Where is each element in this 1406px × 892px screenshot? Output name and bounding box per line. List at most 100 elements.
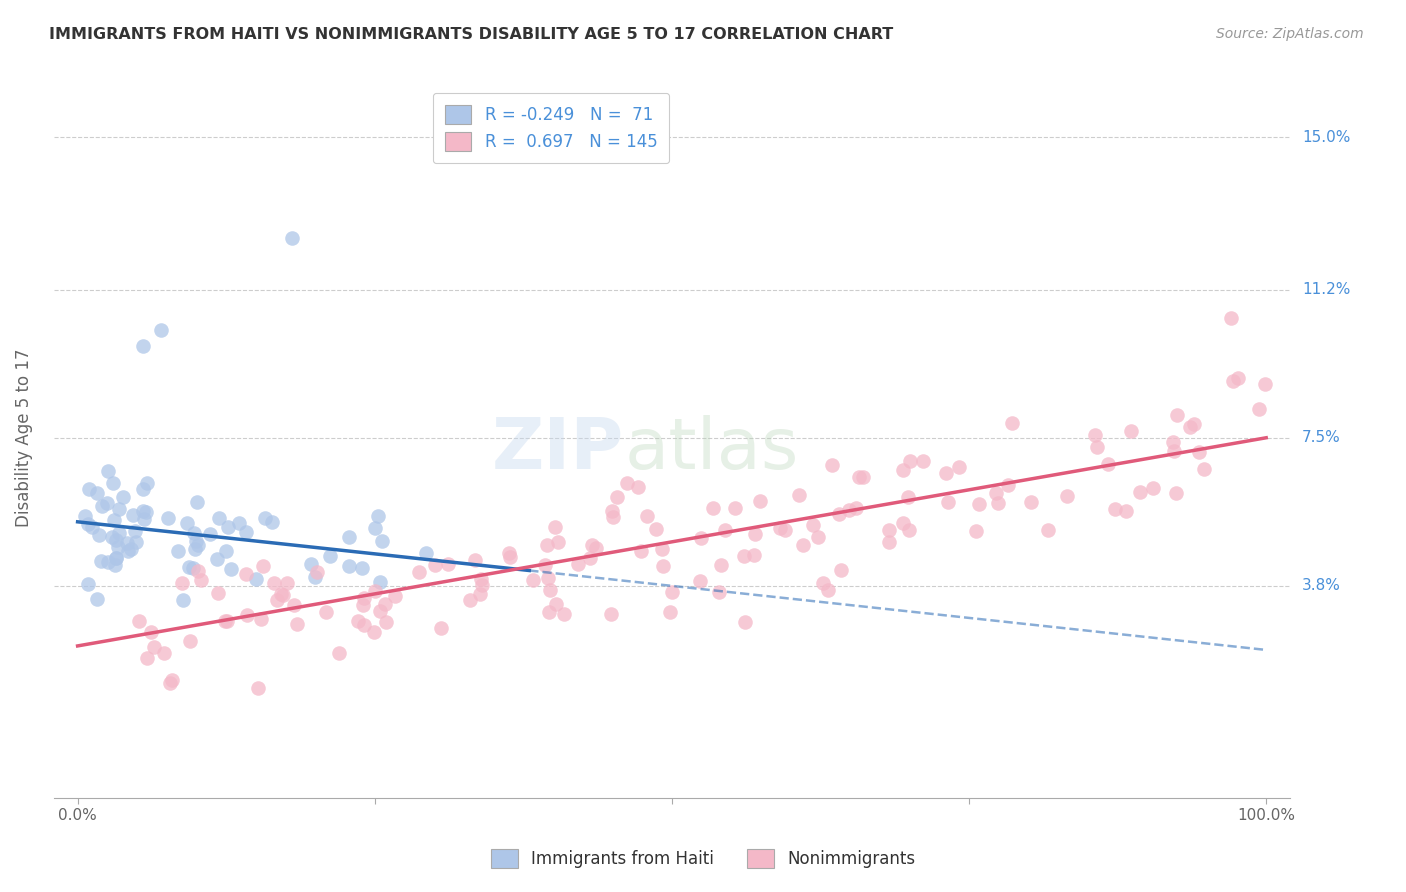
Point xyxy=(364,584,387,599)
Point xyxy=(91,499,114,513)
Point xyxy=(891,516,914,531)
Point xyxy=(245,573,267,587)
Point xyxy=(845,500,868,515)
Point xyxy=(135,505,157,519)
Point xyxy=(602,509,624,524)
Point xyxy=(307,565,329,579)
Point xyxy=(803,518,825,533)
Point xyxy=(852,469,875,483)
Point xyxy=(408,565,430,579)
Point xyxy=(538,582,561,597)
Point xyxy=(1164,486,1187,500)
Point xyxy=(120,541,142,556)
Point xyxy=(1222,374,1244,388)
Point xyxy=(898,454,921,468)
Point xyxy=(350,561,373,575)
Legend: R = -0.249   N =  71, R =  0.697   N = 145: R = -0.249 N = 71, R = 0.697 N = 145 xyxy=(433,93,669,163)
Point xyxy=(1163,443,1185,458)
Point xyxy=(935,467,957,481)
Point xyxy=(235,525,257,540)
Point xyxy=(838,503,860,517)
Point xyxy=(208,510,231,524)
Point xyxy=(315,605,337,619)
Point xyxy=(139,624,162,639)
Text: IMMIGRANTS FROM HAITI VS NONIMMIGRANTS DISABILITY AGE 5 TO 17 CORRELATION CHART: IMMIGRANTS FROM HAITI VS NONIMMIGRANTS D… xyxy=(49,27,893,42)
Point xyxy=(107,526,129,541)
Point xyxy=(319,549,342,564)
Point xyxy=(134,512,156,526)
Point xyxy=(132,339,155,353)
Point xyxy=(773,523,796,537)
Point xyxy=(522,573,544,587)
Point xyxy=(337,558,360,573)
Point xyxy=(690,531,713,545)
Point xyxy=(186,495,208,509)
Point xyxy=(132,482,155,496)
Point xyxy=(101,530,124,544)
Point xyxy=(183,541,205,556)
Point xyxy=(897,490,920,504)
Point xyxy=(710,558,733,572)
Point xyxy=(567,557,589,571)
Point xyxy=(1161,435,1184,450)
Point xyxy=(702,501,724,516)
Point xyxy=(371,534,394,549)
Point xyxy=(538,605,561,619)
Point xyxy=(1182,417,1205,431)
Point xyxy=(911,454,934,468)
Point xyxy=(1188,445,1211,459)
Point xyxy=(1166,408,1188,422)
Point xyxy=(364,521,387,535)
Point xyxy=(581,538,603,552)
Point xyxy=(984,486,1007,500)
Point xyxy=(75,508,97,523)
Point xyxy=(967,497,990,511)
Point xyxy=(813,575,835,590)
Text: Source: ZipAtlas.com: Source: ZipAtlas.com xyxy=(1216,27,1364,41)
Point xyxy=(936,494,959,508)
Point xyxy=(368,574,391,589)
Point xyxy=(1129,485,1152,500)
Point xyxy=(689,574,711,588)
Point xyxy=(219,562,242,576)
Point xyxy=(181,561,204,575)
Point xyxy=(374,597,396,611)
Point xyxy=(160,673,183,687)
Point xyxy=(627,480,650,494)
Point xyxy=(471,578,494,592)
Point xyxy=(337,531,360,545)
Point xyxy=(1253,377,1275,392)
Point xyxy=(167,544,190,558)
Point xyxy=(77,517,100,532)
Point xyxy=(263,576,285,591)
Point xyxy=(104,558,127,572)
Point xyxy=(353,591,375,606)
Point xyxy=(187,565,209,579)
Point xyxy=(661,585,683,599)
Point xyxy=(616,475,638,490)
Point xyxy=(630,543,652,558)
Text: 7.5%: 7.5% xyxy=(1302,430,1340,445)
Point xyxy=(1192,462,1215,476)
Point xyxy=(877,523,900,537)
Point xyxy=(534,558,557,573)
Point xyxy=(97,555,120,569)
Text: 15.0%: 15.0% xyxy=(1302,130,1350,145)
Point xyxy=(159,676,181,690)
Point xyxy=(214,614,236,628)
Point xyxy=(353,618,375,632)
Point xyxy=(891,463,914,477)
Point xyxy=(1001,416,1024,430)
Point xyxy=(374,615,396,629)
Point xyxy=(1178,420,1201,434)
Point xyxy=(105,550,128,565)
Point xyxy=(1038,523,1060,537)
Point xyxy=(987,496,1010,510)
Point xyxy=(149,323,172,337)
Point xyxy=(652,559,675,574)
Point xyxy=(367,509,389,524)
Point xyxy=(77,482,100,496)
Point xyxy=(236,608,259,623)
Point xyxy=(246,681,269,695)
Point xyxy=(176,516,198,530)
